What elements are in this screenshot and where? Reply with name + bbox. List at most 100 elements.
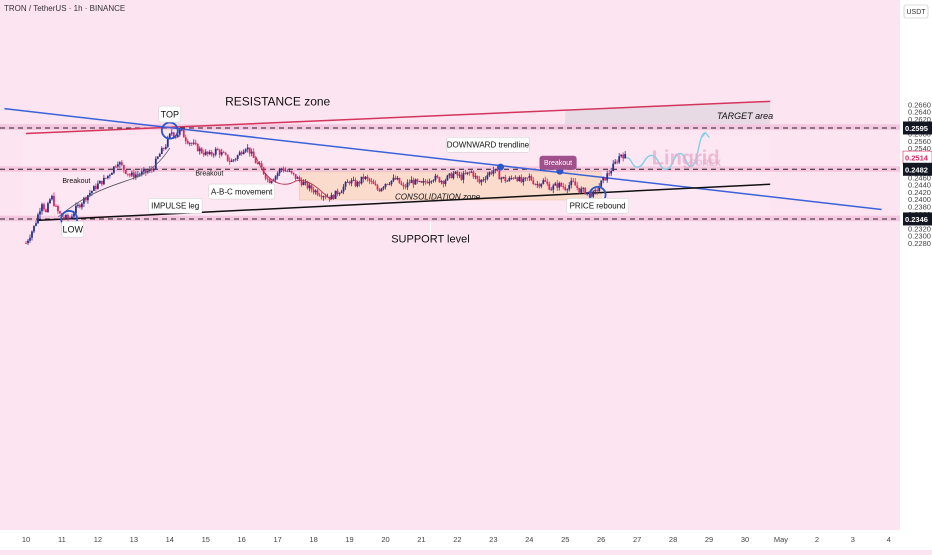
candle-body [512, 177, 515, 179]
candle-body [478, 179, 481, 183]
candle-body [132, 172, 135, 178]
candle-body [236, 155, 239, 159]
candle-body [534, 183, 537, 185]
y-tick-label: 0.2440 [908, 181, 931, 190]
breakout-left-label: Breakout [62, 178, 90, 185]
candle-body [448, 173, 451, 176]
candle-body [510, 177, 513, 179]
candle-body [576, 185, 579, 188]
abc-movement-label-box [208, 183, 276, 200]
downward-trendline-label-box [446, 137, 530, 153]
candle-body [460, 174, 463, 180]
candle-body [366, 176, 369, 179]
resistance-line [25, 100, 771, 135]
breakout-mid-label: Breakout [195, 170, 223, 177]
candle-body [112, 166, 115, 173]
candle-body [400, 183, 403, 185]
candle-body [480, 179, 483, 183]
candle-body [538, 184, 541, 187]
candle-body [378, 189, 381, 192]
candle-body [85, 197, 87, 201]
candle-body [354, 179, 357, 187]
candle-body [470, 171, 473, 173]
candle-body [154, 158, 157, 169]
candle-body [446, 175, 449, 181]
candle-body [514, 177, 517, 179]
candle-body [560, 182, 563, 187]
candle-body [79, 204, 81, 208]
candle-body [43, 204, 45, 210]
candle-body [372, 181, 375, 184]
candle-body [286, 170, 289, 172]
candle-body [594, 190, 597, 192]
candle-body [128, 174, 131, 176]
candle-body [492, 170, 495, 174]
candle-body [544, 180, 547, 182]
candle-body [486, 175, 489, 179]
x-tick-label: 26 [597, 535, 605, 544]
candle-body [176, 134, 179, 138]
candle-body [424, 180, 427, 183]
y-tick-label: 0.2540 [908, 144, 931, 153]
candle-body [420, 181, 423, 183]
candle-body [91, 190, 93, 194]
candle-body [184, 137, 187, 142]
candle-body [450, 173, 453, 179]
x-tick-label: 16 [238, 535, 246, 544]
candle-body [232, 159, 235, 161]
candle-body [346, 181, 349, 183]
candle-body [444, 180, 447, 184]
candle-body [598, 186, 601, 192]
price-label-3: 0.2346 [905, 215, 928, 224]
candle-body [260, 163, 263, 168]
candle-body [504, 177, 507, 182]
support-trendline [36, 183, 771, 222]
candle-body [500, 177, 503, 180]
plot-layer: RESISTANCE zone TARGET area TOP LOW DOWNWARD… [0, 95, 900, 246]
candle-body [298, 177, 301, 181]
candle-body [384, 183, 387, 188]
candle-body [404, 186, 407, 188]
candle-body [556, 183, 559, 188]
candle-body [352, 179, 355, 181]
candle-body [564, 187, 567, 190]
candle-body [95, 186, 97, 189]
abc-movement-label: A-B-C movement [211, 187, 273, 196]
candle-body [426, 182, 429, 184]
candle-body [332, 194, 335, 199]
candle-body [578, 187, 581, 193]
price-rebound-label-box [566, 198, 629, 214]
candle-body [256, 163, 259, 165]
candle-body [284, 170, 287, 172]
price-label-box-2 [903, 162, 932, 176]
x-tick-label: 30 [741, 535, 749, 544]
candle-body [568, 185, 571, 190]
candle-body [406, 182, 409, 188]
candle-body [530, 176, 533, 181]
candle-body [25, 243, 27, 244]
candle-body [110, 172, 113, 175]
candle-body [104, 177, 107, 179]
candle-body [140, 171, 143, 175]
candle-body [618, 156, 621, 163]
resistance-zone [0, 124, 900, 130]
candle-body [47, 203, 49, 213]
candle-body [442, 181, 445, 184]
candle-body [224, 153, 227, 155]
target-area-label: TARGET area [717, 111, 773, 121]
candle-body [548, 183, 551, 190]
candle-body [136, 174, 139, 176]
candle-body [360, 176, 363, 184]
candle-body [536, 184, 539, 185]
candle-body [614, 161, 617, 164]
candle-body [166, 137, 169, 147]
candle-body [392, 177, 395, 181]
forecast-arrowhead [700, 131, 710, 139]
candle-body [214, 148, 217, 155]
candle-body [490, 172, 493, 174]
candle-body [554, 183, 557, 186]
x-tick-label: 4 [887, 535, 891, 544]
candle-body [45, 209, 47, 213]
